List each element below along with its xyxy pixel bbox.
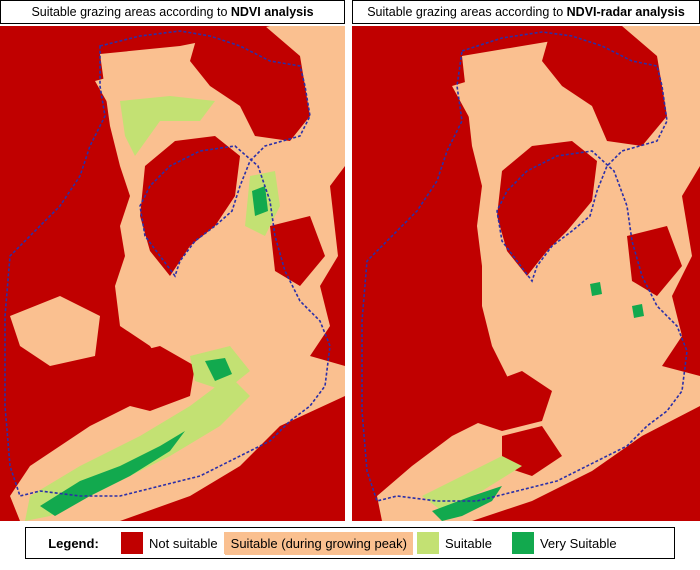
very-suitable-east	[252, 186, 268, 216]
map-legend: Legend: Not suitable Suitable (during gr…	[25, 527, 675, 559]
suitable-band-north	[120, 96, 215, 156]
legend-label-suitable: Suitable	[444, 535, 492, 551]
panel-title-prefix: Suitable grazing areas according to	[31, 5, 231, 19]
legend-label-not-suitable: Not suitable	[149, 535, 218, 551]
very-suitable-south	[432, 486, 502, 521]
panel-title-prefix: Suitable grazing areas according to	[367, 5, 567, 19]
unsuitable-core-north	[542, 26, 667, 146]
panel-title-bold: NDVI analysis	[230, 5, 314, 19]
suitable-peak-patch-west	[10, 296, 100, 366]
very-suitable-east	[632, 304, 644, 318]
legend-label-suitable-peak: Suitable (during growing peak)	[224, 531, 413, 555]
unsuitable-core-center	[497, 141, 597, 276]
unsuitable-core-north	[190, 26, 310, 141]
panel-title-ndvi: Suitable grazing areas according to NDVI…	[0, 0, 345, 24]
ndvi-radar-map	[352, 26, 700, 521]
panel-title-bold: NDVI-radar analysis	[566, 5, 685, 19]
legend-swatch-not-suitable	[121, 532, 143, 554]
unsuitable-patch-mid	[472, 371, 552, 431]
legend-title: Legend:	[48, 535, 99, 551]
study-area-boundary	[361, 31, 688, 502]
legend-swatch-suitable	[416, 532, 439, 554]
suitable-peak-region	[377, 26, 700, 521]
ndvi-map	[0, 26, 345, 521]
very-suitable-center	[590, 282, 602, 296]
legend-swatch-very-suitable	[511, 532, 534, 554]
suitable-band-south	[422, 456, 522, 511]
unsuitable-patch-east	[627, 226, 682, 296]
unsuitable-core-center	[140, 136, 240, 276]
very-suitable-center	[205, 358, 232, 381]
unsuitable-core-mid	[110, 346, 195, 411]
suitable-peak-patch-north	[452, 71, 592, 141]
panel-title-ndvi-radar: Suitable grazing areas according to NDVI…	[352, 0, 700, 24]
legend-label-very-suitable: Very Suitable	[539, 535, 617, 551]
study-area-boundary	[4, 30, 331, 497]
